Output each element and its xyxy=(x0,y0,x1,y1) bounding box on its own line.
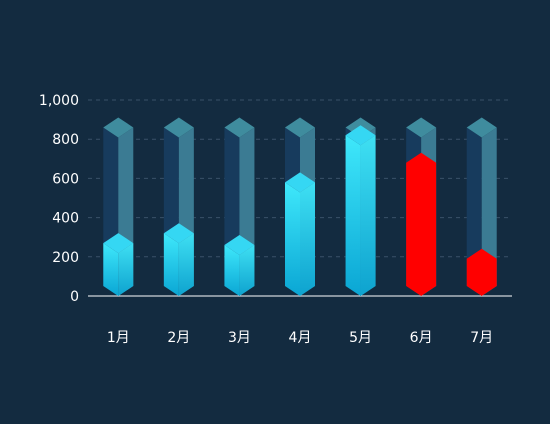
bar-track-top-face xyxy=(103,117,134,138)
x-tick-label: 2月 xyxy=(167,330,190,346)
bar-right-face[interactable] xyxy=(239,245,255,296)
x-tick-label: 4月 xyxy=(289,330,312,346)
bar-track-top-face xyxy=(224,117,255,138)
bar-right-face[interactable] xyxy=(178,233,194,296)
y-tick-label: 600 xyxy=(52,171,79,187)
bar-group[interactable]: 3月 xyxy=(224,117,255,346)
bar-top-face[interactable] xyxy=(103,233,134,254)
y-tick-label: 1,000 xyxy=(39,93,79,109)
bar-left-face[interactable] xyxy=(345,135,361,296)
bar-group[interactable]: 2月 xyxy=(163,117,194,346)
bar-top-face[interactable] xyxy=(163,223,194,244)
x-tick-label: 5月 xyxy=(349,330,372,346)
x-tick-label: 7月 xyxy=(470,330,493,346)
y-tick-label: 800 xyxy=(52,132,79,148)
y-tick-label: 0 xyxy=(70,289,79,305)
bar-left-face[interactable] xyxy=(285,182,300,296)
bar-top-face[interactable] xyxy=(224,235,255,256)
bar-track-top-face xyxy=(163,117,194,138)
bar-track-top-face xyxy=(406,117,437,138)
bar-right-face[interactable] xyxy=(360,135,376,296)
bar-track-top-face xyxy=(285,117,315,138)
bar-left-face[interactable] xyxy=(224,245,240,296)
bar-left-face[interactable] xyxy=(163,233,179,296)
x-tick-label: 6月 xyxy=(410,330,433,346)
bar-group[interactable]: 1月 xyxy=(103,117,134,346)
bar-track-top-face xyxy=(466,117,497,138)
bar-top-face[interactable] xyxy=(285,172,315,193)
y-tick-label: 200 xyxy=(52,250,79,266)
bar-left-face[interactable] xyxy=(103,243,119,296)
x-tick-label: 1月 xyxy=(107,330,130,346)
bar-group[interactable]: 4月 xyxy=(285,117,315,346)
bar-top-face[interactable] xyxy=(345,125,376,146)
bar-group[interactable]: 6月 xyxy=(406,117,437,346)
bar-group[interactable]: 5月 xyxy=(345,117,376,346)
bar-right-face[interactable] xyxy=(300,182,315,296)
y-axis-labels: 0 200 400 600 800 1,000 xyxy=(39,93,79,305)
bar-right-face[interactable] xyxy=(118,243,134,296)
x-tick-label: 3月 xyxy=(228,330,251,346)
bar-group[interactable]: 7月 xyxy=(466,117,497,346)
bar[interactable] xyxy=(406,152,437,296)
y-tick-label: 400 xyxy=(52,211,79,227)
bar[interactable] xyxy=(466,248,497,296)
